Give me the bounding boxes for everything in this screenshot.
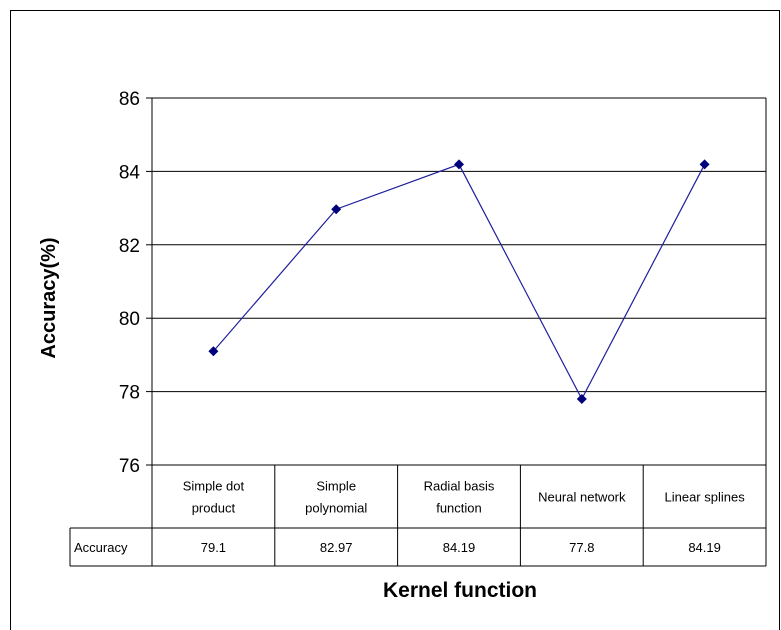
grid <box>146 97 767 466</box>
category-label: Simple dot <box>183 479 245 494</box>
data-value-label: 82.97 <box>320 540 353 555</box>
plot-area <box>208 159 710 404</box>
data-value-label: 84.19 <box>443 540 476 555</box>
data-point <box>331 204 342 215</box>
data-table: Simple dot product 79.1 Simple polynomial 82.… <box>69 465 767 567</box>
y-tick-label: 86 <box>119 89 140 110</box>
y-tick-labels: 76 78 80 82 84 86 <box>119 89 141 477</box>
data-value-label: 79.1 <box>201 540 226 555</box>
x-axis-label: Kernel function <box>383 579 537 602</box>
y-tick-label: 82 <box>119 236 140 257</box>
category-label: Linear splines <box>664 490 745 505</box>
data-point <box>576 393 587 404</box>
data-point <box>208 346 219 357</box>
data-value-label: 77.8 <box>569 540 594 555</box>
category-label: Neural network <box>538 490 626 505</box>
data-point <box>699 159 710 170</box>
data-point <box>454 159 464 170</box>
data-value-label: 84.19 <box>688 540 721 555</box>
series-name-label: Accuracy <box>74 540 128 555</box>
y-tick-label: 76 <box>119 456 140 477</box>
y-tick-label: 80 <box>119 309 140 330</box>
y-axis-label: Accuracy(%) <box>38 237 60 358</box>
category-label: polynomial <box>305 501 367 516</box>
y-tick-label: 84 <box>119 162 141 183</box>
category-label: Simple <box>316 479 356 494</box>
series-line <box>212 163 706 401</box>
category-label: Radial basis <box>424 479 495 494</box>
category-label: function <box>436 501 482 516</box>
chart-frame <box>10 10 780 630</box>
category-label: product <box>192 501 236 516</box>
y-tick-label: 78 <box>119 383 140 404</box>
